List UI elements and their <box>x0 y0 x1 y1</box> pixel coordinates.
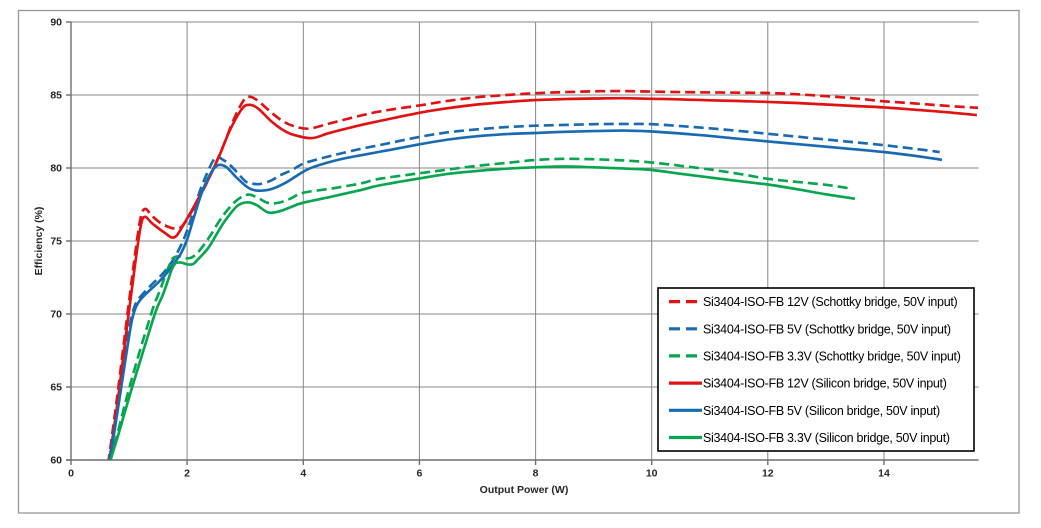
svg-text:4: 4 <box>300 468 306 480</box>
svg-text:80: 80 <box>50 163 62 175</box>
svg-text:75: 75 <box>50 236 62 248</box>
svg-text:85: 85 <box>50 90 62 102</box>
svg-text:Si3404-ISO-FB 3.3V (Silicon br: Si3404-ISO-FB 3.3V (Silicon bridge, 50V … <box>703 431 950 445</box>
svg-text:12: 12 <box>762 468 774 480</box>
svg-text:0: 0 <box>68 468 74 480</box>
svg-text:6: 6 <box>416 468 422 480</box>
svg-text:Si3404-ISO-FB 12V (Schottky br: Si3404-ISO-FB 12V (Schottky bridge, 50V … <box>703 295 958 309</box>
svg-text:14: 14 <box>878 468 890 480</box>
svg-text:10: 10 <box>646 468 658 480</box>
svg-text:Output Power (W): Output Power (W) <box>480 484 569 496</box>
svg-text:70: 70 <box>50 309 62 321</box>
svg-text:Si3404-ISO-FB 5V (Silicon brid: Si3404-ISO-FB 5V (Silicon bridge, 50V in… <box>703 404 940 418</box>
svg-text:Si3404-ISO-FB 3.3V (Schottky b: Si3404-ISO-FB 3.3V (Schottky bridge, 50V… <box>703 349 961 363</box>
svg-text:90: 90 <box>50 17 62 29</box>
svg-text:2: 2 <box>184 468 190 480</box>
svg-text:Efficiency (%): Efficiency (%) <box>33 207 45 276</box>
svg-text:65: 65 <box>50 382 62 394</box>
svg-text:Si3404-ISO-FB 12V (Silicon bri: Si3404-ISO-FB 12V (Silicon bridge, 50V i… <box>703 377 947 391</box>
svg-text:Si3404-ISO-FB 5V (Schottky bri: Si3404-ISO-FB 5V (Schottky bridge, 50V i… <box>703 322 951 336</box>
svg-text:8: 8 <box>533 468 539 480</box>
svg-text:60: 60 <box>50 455 62 467</box>
